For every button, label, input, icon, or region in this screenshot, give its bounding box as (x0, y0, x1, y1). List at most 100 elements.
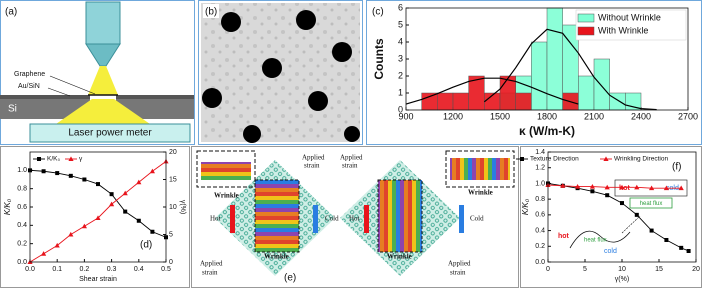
y-axis-label: Counts (372, 38, 386, 80)
marker (122, 190, 128, 196)
marker (41, 251, 47, 256)
legend-swatch (577, 26, 595, 36)
y2-tick-label: 0 (169, 259, 173, 266)
marker (55, 171, 60, 176)
y-tick-label: 3 (398, 53, 403, 63)
x-tick-label: 0.2 (80, 266, 90, 273)
marker (149, 168, 155, 174)
cold-label: Cold (470, 215, 484, 223)
x-tick-label: 0.0 (25, 266, 35, 273)
marker (81, 223, 87, 229)
wrinkle-curve (569, 230, 631, 249)
power-meter (29, 123, 191, 143)
marker (649, 228, 654, 233)
panel-e: Hot Cold Hot Cold Wrinkle Wrinkle Wrinkl… (196, 150, 515, 284)
wrinkle-label: Wrinkle (387, 253, 412, 261)
x-tick-label: 2400 (631, 111, 651, 121)
panel-b: (b) (201, 3, 360, 143)
laser-beam (88, 66, 118, 95)
y-tick-label: 0.2 (17, 241, 27, 248)
x-axis-label: Shear strain (79, 276, 117, 283)
cold-label: cold (604, 248, 617, 255)
y-tick-label: 0.8 (17, 186, 27, 193)
bar (531, 41, 548, 111)
hole (308, 91, 328, 111)
bar (452, 92, 469, 111)
bar (625, 92, 642, 111)
plot-frame (29, 151, 167, 263)
y-tick-label: 0.8 (535, 196, 545, 203)
wrinkle-region (377, 179, 423, 253)
y-tick-label: 0.4 (535, 227, 545, 234)
marker (679, 245, 684, 250)
x-tick-label: 0.4 (134, 266, 144, 273)
pointer (49, 75, 96, 95)
y-tick-label: 1.2 (535, 165, 545, 172)
plot-frame (405, 7, 689, 111)
x-tick-label: 900 (398, 111, 413, 121)
legend-swatch (577, 13, 595, 23)
y2-axis-label: γ(%) (179, 200, 186, 214)
marker (54, 242, 60, 248)
objective-tip (85, 43, 121, 67)
hot-label: hot (619, 185, 631, 192)
x-axis-label: γ(%) (615, 276, 629, 283)
legend-label: K/K₀ (47, 156, 60, 163)
legend-label: Wrinkling Direction (614, 156, 668, 163)
x-tick-label: 5 (583, 266, 587, 273)
y-tick-label: 0.0 (17, 259, 27, 266)
marker (136, 179, 142, 185)
marker (678, 185, 684, 191)
y-tick-label: 4 (398, 36, 403, 46)
marker (649, 185, 655, 191)
wrinkle-label: Wrinkle (468, 189, 493, 197)
hole (262, 58, 282, 78)
bar (515, 92, 532, 111)
cold-bar (459, 205, 464, 233)
hot-label: Hot (349, 215, 360, 223)
y-axis-label: K/K₀ (521, 198, 530, 215)
marker (590, 189, 595, 194)
marker (150, 229, 155, 234)
panel-label: (b) (205, 7, 217, 18)
marker (620, 201, 624, 206)
y-tick-label: 1 (398, 87, 403, 97)
x-tick-label: 10 (618, 266, 626, 273)
hot-label: hot (558, 233, 570, 240)
y-tick-label: 1.0 (535, 180, 545, 187)
marker (604, 184, 610, 190)
y-tick-label: 0.0 (535, 259, 545, 266)
si-left (0, 99, 90, 119)
bar (593, 58, 610, 111)
bar (421, 92, 438, 111)
strain-label: Applied (200, 260, 223, 268)
x-tick-label: 0.3 (107, 266, 117, 273)
y-tick-label: 0.2 (535, 243, 545, 250)
wrinkle-region (254, 179, 300, 253)
x-tick-label: 0.5 (161, 266, 171, 273)
legend-label: With Wrinkle (598, 25, 648, 35)
panel-label: (c) (372, 7, 384, 18)
y-tick-label: 0.6 (17, 204, 27, 211)
y-tick-label: 2 (398, 70, 403, 80)
y-tick-label: 0.6 (535, 212, 545, 219)
series-line (547, 184, 682, 189)
marker (109, 192, 114, 197)
legend-label: γ (79, 156, 83, 163)
pointer (621, 215, 641, 234)
strain-label: strain (202, 269, 218, 277)
flux-box (629, 197, 673, 209)
marker (96, 182, 100, 187)
marker (603, 156, 609, 161)
si-label: Si (8, 104, 17, 115)
panel-label: (f) (672, 162, 681, 173)
y2-tick-label: 10 (169, 204, 177, 211)
strain-label: strain (304, 162, 320, 170)
legend-label: Texture Direction (530, 156, 579, 163)
bar (578, 75, 595, 111)
hole (243, 125, 261, 143)
strain-label: Applied (302, 154, 325, 162)
marker (68, 231, 74, 237)
strain-label: strain (450, 269, 466, 277)
